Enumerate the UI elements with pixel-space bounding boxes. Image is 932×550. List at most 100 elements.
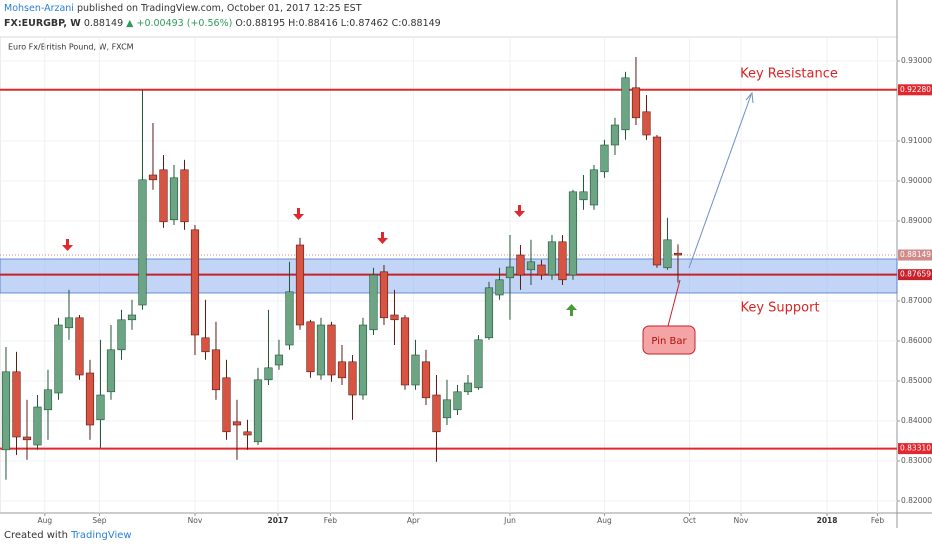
candle-body bbox=[159, 169, 168, 223]
x-tick-label: Nov bbox=[188, 516, 203, 525]
candle-body bbox=[432, 394, 441, 433]
candle-body bbox=[43, 389, 53, 411]
change: ▲ +0.00493 (+0.56%) bbox=[126, 18, 233, 29]
candle-body bbox=[327, 324, 336, 376]
annotation: Key Support bbox=[740, 301, 819, 316]
level-label-bg bbox=[898, 269, 932, 281]
level-label: 0.92280 bbox=[900, 85, 931, 94]
candle-body bbox=[264, 367, 273, 381]
levels bbox=[0, 88, 897, 450]
candle-body bbox=[222, 377, 231, 433]
candle-body bbox=[579, 191, 588, 201]
author[interactable]: Mohsen-Arzani bbox=[4, 3, 74, 14]
y-tick-label: 0.89000 bbox=[901, 216, 932, 225]
candle-body bbox=[106, 349, 116, 393]
x-tick-label: Aug bbox=[597, 516, 612, 525]
candle-body bbox=[169, 177, 179, 221]
candle-body bbox=[201, 337, 210, 353]
candle-body bbox=[1, 371, 11, 451]
x-tick-label: Aug bbox=[38, 516, 53, 525]
y-tick-label: 0.83000 bbox=[901, 456, 932, 465]
brand[interactable]: TradingView bbox=[71, 530, 132, 541]
candle-body bbox=[127, 314, 137, 321]
candle-body bbox=[663, 239, 672, 269]
candle-body bbox=[243, 431, 252, 436]
level-label: 0.83310 bbox=[900, 444, 931, 453]
down-arrow bbox=[293, 208, 304, 220]
down-arrow bbox=[62, 239, 73, 251]
y-tick-label: 0.87000 bbox=[901, 296, 932, 305]
y-tick-label: 0.82000 bbox=[901, 496, 932, 505]
callout-box bbox=[642, 325, 696, 355]
candle-body bbox=[495, 279, 504, 296]
candle-body bbox=[348, 361, 357, 396]
symbol: FX:EURGBP, W bbox=[4, 18, 81, 29]
y-tick-label: 0.85000 bbox=[901, 376, 932, 385]
x-tick-label: Apr bbox=[407, 516, 421, 525]
candle-body bbox=[610, 124, 620, 146]
x-tick-label: Oct bbox=[683, 516, 696, 525]
y-tick-label: 0.90000 bbox=[901, 176, 932, 185]
down-arrows bbox=[62, 205, 525, 251]
candle-body bbox=[484, 287, 494, 339]
y-tick-label: 0.86000 bbox=[901, 336, 932, 345]
candle-body bbox=[117, 319, 126, 351]
candle-body bbox=[180, 169, 189, 223]
candle-body bbox=[400, 317, 410, 386]
candle-body bbox=[652, 136, 662, 266]
x-tick-label: Jun bbox=[503, 516, 516, 525]
candle-body bbox=[96, 394, 105, 421]
annotation: Key Resistance bbox=[740, 67, 838, 82]
candle-body bbox=[589, 169, 599, 206]
candle-body bbox=[642, 111, 651, 136]
candle-body bbox=[337, 361, 347, 379]
candle-body bbox=[537, 264, 546, 276]
candle-body bbox=[526, 261, 536, 271]
y-tick-label: 0.84000 bbox=[901, 416, 932, 425]
candle-body bbox=[358, 324, 368, 396]
candle-body bbox=[12, 371, 21, 438]
candle-body bbox=[22, 436, 32, 441]
candle-body bbox=[306, 321, 315, 373]
candles bbox=[1, 57, 683, 480]
down-arrow bbox=[514, 205, 525, 217]
candle-body bbox=[85, 372, 95, 426]
ohlc: O:0.88195 H:0.88416 L:0.87462 C:0.88149 bbox=[235, 18, 441, 29]
candle-body bbox=[547, 241, 557, 276]
candle-body bbox=[673, 252, 683, 256]
candle-body bbox=[568, 191, 578, 276]
chart: Euro Fx/British Pound, W, FXCM Key Resis… bbox=[0, 0, 932, 528]
level-label-bg bbox=[898, 443, 932, 455]
published: published on TradingView.com, October 01… bbox=[76, 3, 362, 14]
price: 0.88149 bbox=[83, 18, 124, 29]
projection-arrowhead bbox=[745, 91, 754, 104]
candle-body bbox=[453, 391, 462, 411]
level-label: 0.88149 bbox=[900, 250, 931, 259]
x-tick-label: 2017 bbox=[267, 516, 288, 525]
candle-body bbox=[379, 271, 389, 319]
x-tick-label: Feb bbox=[871, 516, 885, 525]
candle-body bbox=[463, 382, 473, 393]
x-tick-label: Sep bbox=[92, 516, 106, 525]
candle-body bbox=[411, 354, 420, 386]
candle-body bbox=[211, 349, 221, 391]
candle-body bbox=[442, 399, 452, 419]
header: Mohsen-Arzani published on TradingView.c… bbox=[4, 1, 441, 31]
candle-body bbox=[274, 354, 284, 366]
candle-body bbox=[516, 254, 525, 276]
candle-body bbox=[316, 324, 326, 376]
x-tick-label: 2018 bbox=[817, 516, 838, 525]
zone-group bbox=[0, 258, 898, 294]
level-label-bg bbox=[898, 84, 932, 96]
candle-body bbox=[54, 324, 63, 394]
projection-line bbox=[688, 94, 752, 269]
candle-body bbox=[148, 174, 158, 181]
candle-body bbox=[369, 274, 378, 331]
candle-body bbox=[505, 266, 515, 279]
candle-body bbox=[285, 291, 294, 346]
candle-body bbox=[621, 77, 630, 131]
candle-body bbox=[631, 87, 641, 119]
candle-body bbox=[190, 229, 200, 336]
candle-body bbox=[558, 241, 567, 281]
candle-body bbox=[390, 314, 399, 321]
